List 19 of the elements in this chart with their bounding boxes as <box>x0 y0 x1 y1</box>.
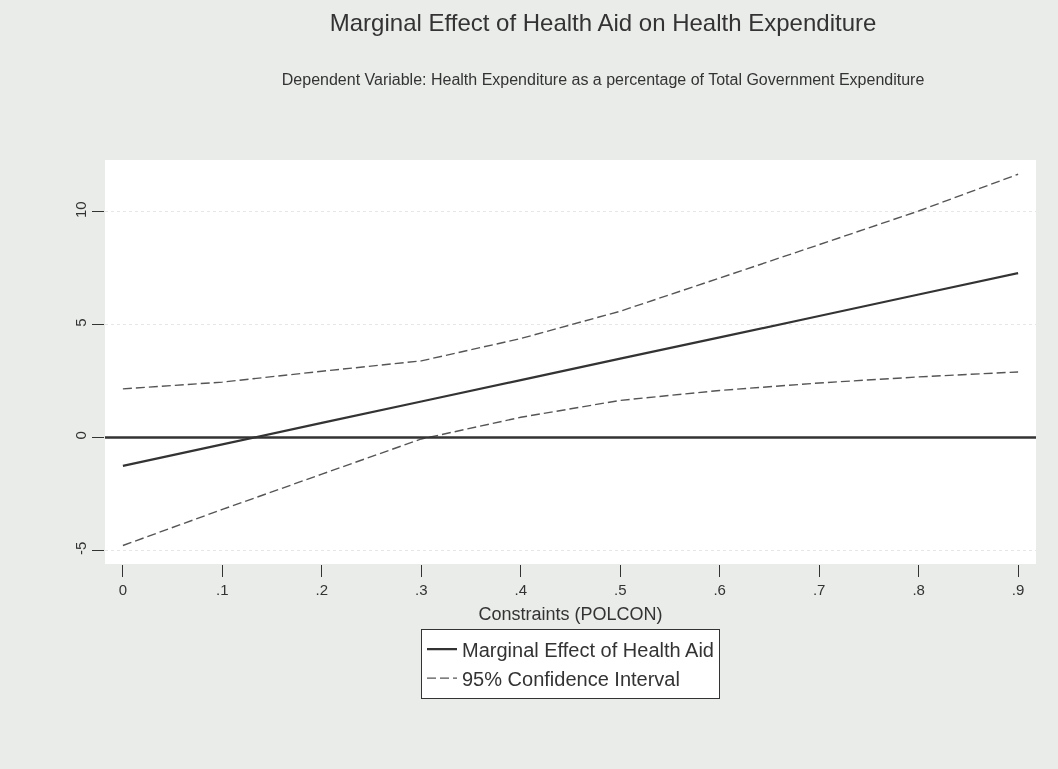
x-tick-label: .1 <box>216 581 229 598</box>
x-tick-label: .2 <box>315 581 329 598</box>
legend-label: Marginal Effect of Health Aid <box>462 638 714 661</box>
y-tick-label: -5 <box>72 541 89 555</box>
x-tick-label: .4 <box>514 581 528 598</box>
x-tick-label: .9 <box>1011 581 1025 598</box>
y-tick-label: 0 <box>72 431 89 440</box>
x-tick-label: .5 <box>613 581 627 598</box>
x-tick-label: .6 <box>713 581 726 598</box>
x-tick-label: .8 <box>912 581 925 598</box>
legend-label: 95% Confidence Interval <box>462 667 680 690</box>
x-tick-label: 0 <box>118 581 128 598</box>
y-tick-label: 5 <box>72 318 89 327</box>
y-tick-label: 10 <box>72 201 89 218</box>
x-tick-label: .3 <box>415 581 428 598</box>
chart-subtitle: Dependent Variable: Health Expenditure as a percentage of Total Government Expenditure <box>281 71 925 89</box>
x-tick-label: .7 <box>812 581 826 598</box>
x-axis-title: Constraints (POLCON) <box>478 604 663 625</box>
chart-title: Marginal Effect of Health Aid on Health Expenditure <box>329 8 877 36</box>
